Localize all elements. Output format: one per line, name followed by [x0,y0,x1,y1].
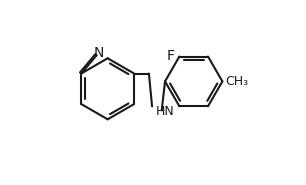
Text: HN: HN [156,105,174,117]
Text: F: F [167,49,175,63]
Text: N: N [94,46,104,60]
Text: CH₃: CH₃ [225,75,248,88]
